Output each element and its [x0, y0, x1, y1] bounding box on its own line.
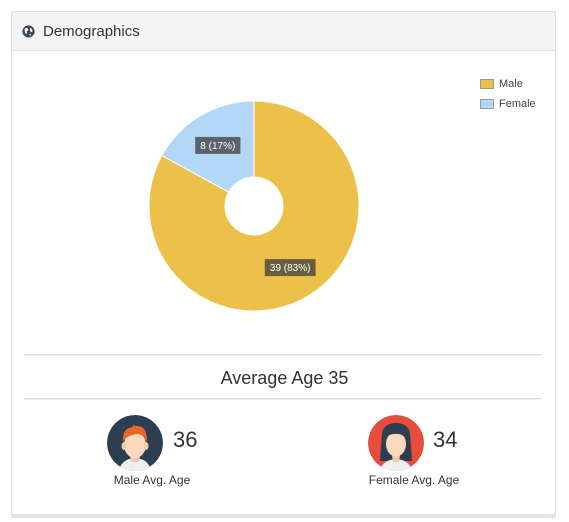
divider-top — [24, 354, 541, 356]
chart-legend: Male Female — [480, 74, 536, 114]
panel-title: Demographics — [43, 23, 140, 40]
divider-bottom — [24, 398, 541, 400]
male-avg-age-value: 36 — [173, 427, 198, 452]
legend-label-female: Female — [499, 98, 536, 110]
legend-swatch-male — [480, 79, 494, 89]
legend-item-male[interactable]: Male — [480, 74, 536, 94]
legend-item-female[interactable]: Female — [480, 94, 536, 114]
male-avatar — [107, 415, 163, 471]
svg-text:39 (83%): 39 (83%) — [270, 263, 311, 274]
pie-slice-male[interactable] — [148, 100, 360, 312]
male-avatar-icon — [107, 415, 163, 471]
demographics-donut-chart: 39 (83%) 8 (17%) — [148, 100, 360, 312]
svg-text:8 (17%): 8 (17%) — [200, 141, 235, 152]
data-label-male: 39 (83%) — [264, 259, 316, 277]
female-avatar — [368, 415, 424, 471]
average-age-title: Average Age 35 — [220, 368, 349, 388]
male-avg-age-label: Male Avg. Age — [113, 473, 191, 487]
female-avatar-icon — [368, 415, 424, 471]
data-label-female: 8 (17%) — [195, 136, 241, 154]
panel-bottom-strip — [11, 514, 556, 518]
female-avg-age-value: 34 — [433, 427, 458, 452]
legend-label-male: Male — [499, 78, 523, 90]
female-avg-age-label: Female Avg. Age — [368, 473, 460, 487]
legend-swatch-female — [480, 99, 494, 109]
panel-heading: Demographics — [12, 12, 555, 51]
demographics-panel: Demographics 39 (83%) 8 (17%) Male Female… — [11, 11, 556, 516]
globe-icon — [22, 25, 35, 38]
